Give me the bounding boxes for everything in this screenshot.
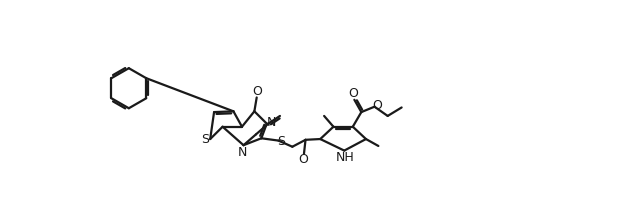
Text: NH: NH (335, 151, 355, 164)
Text: S: S (278, 135, 285, 148)
Text: N: N (238, 146, 248, 159)
Text: O: O (349, 87, 358, 100)
Text: N: N (267, 116, 276, 129)
Text: S: S (201, 133, 209, 146)
Text: O: O (372, 99, 383, 112)
Text: O: O (253, 85, 262, 98)
Text: O: O (298, 153, 308, 166)
